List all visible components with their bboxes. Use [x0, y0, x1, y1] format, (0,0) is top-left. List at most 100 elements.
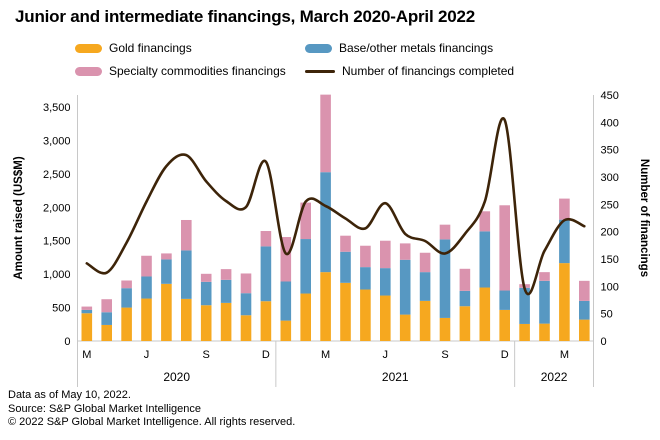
gold-swatch-icon [75, 43, 102, 53]
y-axis-left-title: Amount raised (US$M) [13, 156, 25, 279]
bar-segment-base-metals [121, 288, 132, 308]
x-axis-tick-label: J [144, 349, 150, 361]
bar-segment-base-metals [419, 272, 431, 301]
bar-segment-specialty [81, 306, 93, 310]
bar-segment-gold [121, 307, 132, 341]
x-axis-year-label: 2020 [163, 370, 190, 384]
y-axis-right-tick-label: 150 [601, 254, 619, 266]
bar-segment-base-metals [200, 281, 212, 306]
bar-segment-gold [419, 300, 431, 341]
bar-segment-specialty [220, 269, 232, 280]
x-axis-year-label: 2022 [541, 370, 568, 384]
x-axis-tick-label: M [321, 349, 330, 361]
bar-segment-specialty [240, 273, 252, 294]
bar-segment-gold [399, 314, 411, 341]
bar-segment-gold [459, 306, 471, 341]
y-axis-right-tick-label: 450 [601, 90, 619, 102]
chart-area: 0 500 1,000 1,500 2,000 2,500 3,000 3,500 0 50 100… [0, 85, 660, 395]
bar-segment-specialty [141, 255, 152, 277]
bar-segment-base-metals [280, 281, 292, 321]
bar-segment-gold [141, 298, 152, 341]
bar-segment-gold [161, 283, 172, 341]
y-axis-right-tick-label: 0 [601, 336, 607, 348]
x-axis-tick-label: J [383, 349, 389, 361]
bar-segment-specialty [539, 272, 550, 281]
y-axis-right-tick-label: 50 [601, 309, 613, 321]
bar-segment-base-metals [81, 309, 93, 314]
bar-segment-specialty [181, 219, 192, 251]
bar-segment-base-metals [101, 312, 112, 325]
bar-segment-base-metals [499, 290, 510, 310]
bar-segment-base-metals [559, 219, 570, 264]
bar-segment-gold [360, 289, 371, 341]
y-axis-left-tick-label: 1,000 [43, 269, 71, 281]
y-axis-left-tick-label: 3,500 [43, 102, 71, 114]
x-axis-tick-label: M [560, 349, 569, 361]
bar-segment-gold [439, 317, 451, 341]
bar-segment-base-metals [161, 259, 172, 284]
bar-segment-gold [220, 302, 232, 341]
bar-segment-gold [320, 272, 331, 341]
number-of-financings-line [85, 117, 586, 296]
bar-segment-base-metals [181, 250, 192, 299]
legend-item-base-metals: Base/other metals financings [305, 41, 514, 55]
footer-source: Source: S&P Global Market Intelligence [8, 402, 202, 415]
y-axis-right-tick-label: 350 [601, 145, 619, 157]
combo-chart: 0 500 1,000 1,500 2,000 2,500 3,000 3,500 0 50 100… [13, 90, 650, 387]
x-axis-tick-label: S [203, 349, 210, 361]
bar-segment-base-metals [539, 280, 550, 324]
bar-segment-specialty [459, 268, 471, 291]
y-axis-left-tick-label: 2,500 [43, 169, 71, 181]
x-axis-tick-label: M [82, 349, 91, 361]
legend-label-gold: Gold financings [109, 41, 192, 55]
legend-label-line: Number of financings completed [342, 64, 515, 78]
bar-segment-base-metals [459, 290, 471, 307]
x-axis-tick-label: D [501, 349, 509, 361]
y-axis-right-tick-label: 100 [601, 281, 619, 293]
bar-segment-specialty [340, 235, 351, 252]
bar-segment-base-metals [579, 300, 590, 320]
bar-segment-specialty [439, 224, 451, 240]
bar-segment-specialty [280, 237, 292, 282]
bar-segment-base-metals [479, 231, 491, 288]
y-axis-right-tick-label: 200 [601, 227, 619, 239]
x-axis-tick-label: D [262, 349, 270, 361]
legend-item-line: Number of financings completed [305, 64, 514, 78]
bar-segment-gold [479, 287, 491, 341]
bar-segment-specialty [380, 240, 391, 269]
bar-segment-specialty [121, 280, 132, 289]
bar-segment-specialty [101, 299, 112, 313]
legend-label-base-metals: Base/other metals financings [339, 41, 494, 55]
legend: Gold financings Base/other metals financ… [75, 41, 514, 78]
bar-segment-base-metals [439, 239, 451, 318]
y-axis-right-tick-label: 250 [601, 199, 619, 211]
bar-segment-base-metals [380, 268, 391, 296]
bar-segment-specialty [479, 211, 491, 232]
legend-item-gold: Gold financings [75, 41, 305, 55]
bar-segment-specialty [360, 245, 371, 268]
bar-segment-specialty [419, 252, 431, 273]
y-axis-left-tick-label: 1,500 [43, 236, 71, 248]
x-axis-tick-label: S [441, 349, 448, 361]
bar-segment-base-metals [340, 251, 351, 283]
bar-segment-gold [300, 293, 311, 341]
y-axis-right-title: Number of financings [638, 159, 650, 277]
bar-segment-gold [280, 320, 292, 341]
chart-title: Junior and intermediate financings, Marc… [15, 7, 476, 26]
bar-segment-base-metals [260, 246, 272, 302]
y-axis-right-tick-label: 400 [601, 117, 619, 129]
footer-data-as-of: Data as of May 10, 2022. [8, 389, 131, 401]
bar-segment-gold [200, 305, 212, 341]
y-axis-left-tick-label: 2,000 [43, 202, 71, 214]
bar-segment-base-metals [320, 172, 331, 273]
bar-segment-specialty [161, 253, 172, 260]
y-axis-left-tick-label: 3,000 [43, 135, 71, 147]
bar-segment-gold [181, 298, 192, 341]
bar-segment-gold [101, 324, 112, 341]
bar-segment-gold [340, 282, 351, 341]
bar-segment-gold [559, 263, 570, 341]
bar-segment-gold [240, 315, 252, 341]
y-axis-left-tick-label: 500 [52, 303, 70, 315]
financings-line-swatch-icon [305, 69, 335, 73]
